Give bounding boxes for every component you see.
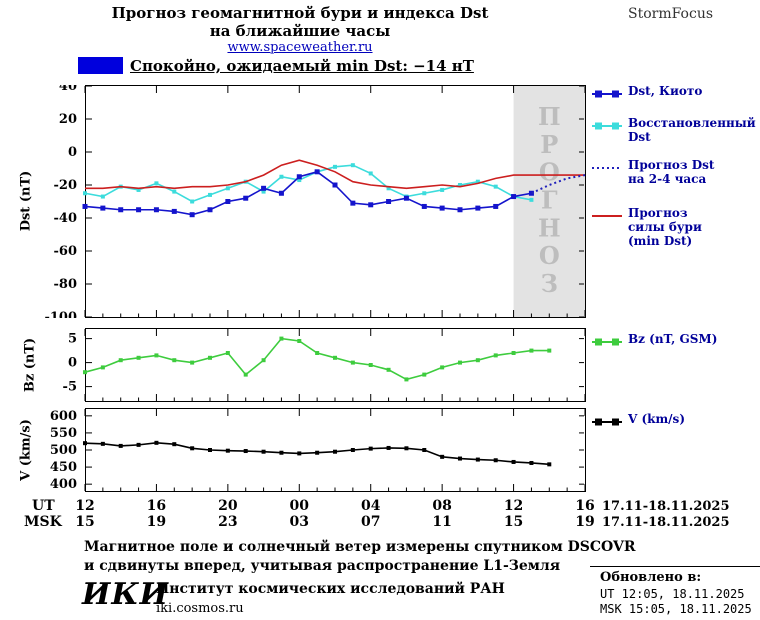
dst-panel: П Р О Г Н О З 40 20 0 -20 -40 -60 -80 -100 [0, 79, 760, 325]
legend-restored-dst: Восстановленный Dst [592, 116, 756, 144]
x-tick-label-msk: 19 [575, 514, 595, 530]
restored-dst-marker-icon [592, 116, 622, 136]
svg-text:400: 400 [50, 477, 77, 492]
svg-text:Г: Г [541, 186, 558, 215]
x-tick-label-ut: 00 [289, 498, 310, 514]
legend-label: V (km/s) [628, 412, 685, 426]
bz-axis-label: Bz (nT) [22, 337, 38, 393]
v-axis-label: V (km/s) [18, 419, 34, 481]
legend-bz: Bz (nT, GSM) [592, 332, 717, 352]
x-tick-label-msk: 15 [75, 514, 95, 530]
institute-name: Институт космических исследований РАН [156, 581, 505, 597]
legend-label: силы бури [628, 220, 702, 234]
iki-site-link[interactable]: iki.cosmos.ru [156, 601, 244, 616]
svg-text:-100: -100 [44, 310, 77, 318]
svg-text:20: 20 [59, 112, 77, 127]
svg-text:П: П [538, 102, 561, 131]
svg-text:-80: -80 [54, 277, 78, 292]
v-panel: 600 550 500 450 400 [0, 408, 760, 496]
svg-text:500: 500 [50, 443, 77, 458]
dst-kyoto-marker-icon [592, 84, 622, 104]
x-tick-label-ut: 04 [360, 498, 381, 514]
x-tick-label-msk: 07 [360, 514, 381, 530]
svg-text:-40: -40 [54, 211, 78, 226]
storm-level-swatch [78, 57, 123, 74]
updated-msk-time: MSK 15:05, 18.11.2025 [600, 602, 752, 616]
bz-panel: 5 0 -5 [0, 328, 760, 406]
page-title-line1: Прогноз геомагнитной бури и индекса Dst [111, 4, 489, 22]
svg-text:-20: -20 [54, 178, 78, 193]
legend-forecast-dst: Прогноз Dst на 2-4 часа [592, 158, 714, 186]
svg-text:О: О [539, 241, 560, 270]
x-tick-label-ut: 08 [432, 498, 452, 514]
x-tick-label-ut: 20 [218, 498, 238, 514]
svg-text:40: 40 [59, 85, 77, 94]
data-source-note-line1: Магнитное поле и солнечный ветер измерен… [84, 539, 636, 555]
svg-text:450: 450 [50, 460, 77, 475]
updated-divider [590, 566, 760, 567]
x-tick-label-msk: 23 [218, 514, 238, 530]
legend-label: Dst [628, 130, 651, 144]
data-source-note: Магнитное поле и солнечный ветер измерен… [84, 538, 635, 576]
svg-text:600: 600 [50, 409, 77, 424]
ut-daterange: 17.11-18.11.2025 [602, 499, 730, 514]
dst-axis-label: Dst (nT) [18, 170, 34, 232]
svg-text:-5: -5 [63, 380, 77, 395]
v-marker-icon [592, 412, 622, 432]
storm-force-marker-icon [592, 206, 622, 226]
bz-marker-icon [592, 332, 622, 352]
x-tick-label-msk: 11 [432, 514, 452, 530]
svg-text:550: 550 [50, 426, 77, 441]
legend-storm-force: Прогноз силы бури (min Dst) [592, 206, 702, 248]
brand-label: StormFocus [628, 6, 714, 22]
spaceweather-link[interactable]: www.spaceweather.ru [227, 40, 373, 55]
svg-text:Н: Н [538, 213, 561, 242]
updated-ut-time: UT 12:05, 18.11.2025 [600, 587, 745, 601]
x-tick-label-ut: 12 [75, 498, 95, 514]
forecast-dst-marker-icon [592, 158, 622, 178]
legend-label: на 2-4 часа [628, 172, 707, 186]
x-tick-label-msk: 19 [146, 514, 167, 530]
msk-daterange: 17.11-18.11.2025 [602, 515, 730, 530]
chart-area: П Р О Г Н О З 40 20 0 -20 -40 -60 -80 -100 5 0 -5 600 550… [0, 79, 760, 540]
svg-text:З: З [541, 269, 558, 298]
updated-label: Обновлено в: [600, 570, 702, 585]
storm-level-label: Спокойно, ожидаемый min Dst: −14 нТ [130, 57, 474, 75]
msk-row-label: MSK [24, 514, 62, 530]
legend-dst-kyoto: Dst, Киото [592, 84, 702, 104]
svg-text:5: 5 [68, 332, 77, 347]
x-tick-label-msk: 15 [503, 514, 524, 530]
legend-label: (min Dst) [628, 234, 693, 248]
iki-logo: ИКИ [82, 577, 169, 612]
svg-text:0: 0 [68, 356, 77, 371]
legend-label: Прогноз Dst [628, 158, 715, 172]
x-tick-label-msk: 03 [289, 514, 310, 530]
x-tick-label-ut: 16 [575, 498, 595, 514]
x-tick-label-ut: 12 [503, 498, 524, 514]
legend-label: Dst, Киото [628, 84, 703, 98]
ut-row-label: UT [32, 498, 55, 514]
legend-label: Восстановленный [628, 116, 756, 130]
x-tick-label-ut: 16 [146, 498, 167, 514]
svg-text:Р: Р [540, 130, 558, 159]
legend-label: Прогноз [628, 206, 688, 220]
legend-v: V (km/s) [592, 412, 685, 432]
svg-text:0: 0 [68, 145, 77, 160]
legend-label: Bz (nT, GSM) [628, 332, 718, 346]
svg-text:-60: -60 [54, 244, 78, 259]
svg-text:О: О [539, 158, 560, 187]
page-title-line2: на ближайшие часы [209, 22, 391, 40]
x-axis-labels: UT MSK 17.11-18.11.2025 17.11-18.11.2025… [0, 498, 760, 532]
data-source-note-line2: и сдвинуты вперед, учитывая распростране… [84, 558, 561, 574]
